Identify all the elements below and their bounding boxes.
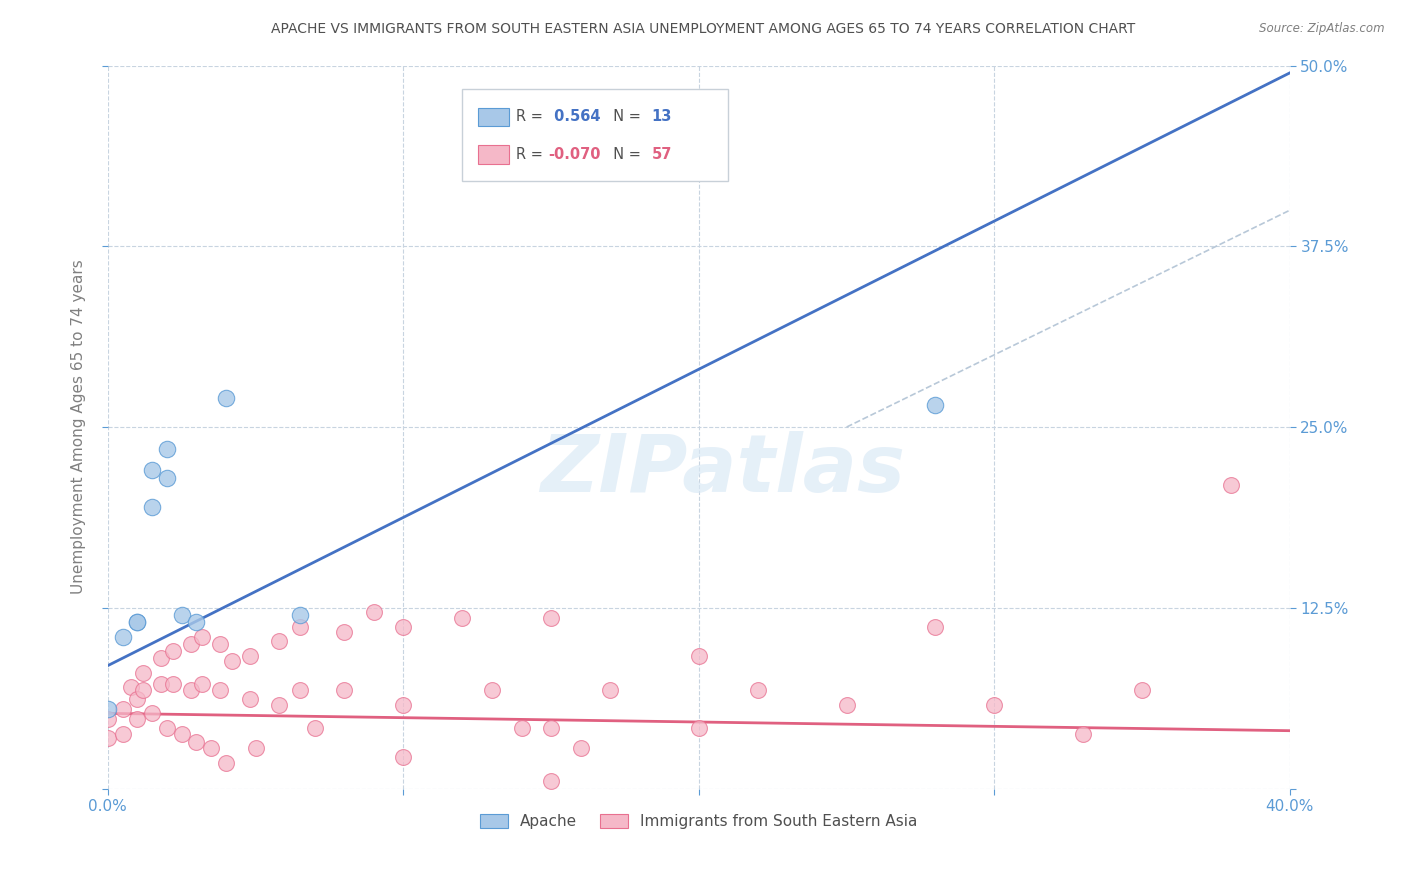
Point <box>97 712 120 726</box>
Legend: Apache, Immigrants from South Eastern Asia: Apache, Immigrants from South Eastern As… <box>474 808 924 835</box>
Point <box>288 607 311 622</box>
Point <box>363 605 385 619</box>
Point <box>191 630 214 644</box>
Text: R =: R = <box>516 110 547 125</box>
Point <box>392 698 415 712</box>
Point <box>97 702 120 716</box>
FancyBboxPatch shape <box>478 145 509 164</box>
Point <box>540 611 562 625</box>
Text: APACHE VS IMMIGRANTS FROM SOUTH EASTERN ASIA UNEMPLOYMENT AMONG AGES 65 TO 74 YE: APACHE VS IMMIGRANTS FROM SOUTH EASTERN … <box>271 22 1135 37</box>
Point <box>127 615 149 630</box>
Text: 13: 13 <box>651 110 672 125</box>
Point <box>1071 726 1094 740</box>
Point <box>111 630 134 644</box>
Point <box>333 625 356 640</box>
Point <box>127 712 149 726</box>
Point <box>1130 683 1153 698</box>
Point <box>97 731 120 745</box>
Point <box>127 615 149 630</box>
Point <box>688 721 710 735</box>
Point <box>835 698 858 712</box>
Point <box>127 692 149 706</box>
Point <box>288 683 311 698</box>
Point <box>141 500 163 514</box>
Point <box>156 721 179 735</box>
Point <box>209 637 232 651</box>
Point <box>688 648 710 663</box>
Point <box>209 683 232 698</box>
Point <box>510 721 533 735</box>
Y-axis label: Unemployment Among Ages 65 to 74 years: Unemployment Among Ages 65 to 74 years <box>72 260 86 594</box>
Point <box>269 698 291 712</box>
Point <box>170 726 193 740</box>
Point <box>392 619 415 633</box>
Text: N =: N = <box>605 147 645 162</box>
Text: 57: 57 <box>651 147 672 162</box>
Point <box>239 648 262 663</box>
Point <box>170 607 193 622</box>
Point <box>451 611 474 625</box>
Point <box>186 735 208 749</box>
Text: R =: R = <box>516 147 547 162</box>
Text: N =: N = <box>605 110 645 125</box>
Point <box>162 644 184 658</box>
Point <box>156 471 179 485</box>
Point <box>149 651 172 665</box>
Point <box>132 683 155 698</box>
Point <box>481 683 503 698</box>
Point <box>924 398 946 412</box>
Point <box>924 619 946 633</box>
Point <box>156 442 179 456</box>
Point <box>141 706 163 721</box>
Text: ZIPatlas: ZIPatlas <box>540 432 905 509</box>
Point <box>333 683 356 698</box>
Point <box>149 677 172 691</box>
Text: -0.070: -0.070 <box>548 147 602 162</box>
FancyBboxPatch shape <box>463 88 728 181</box>
Point <box>132 665 155 680</box>
Point <box>180 683 202 698</box>
Point <box>269 634 291 648</box>
Point <box>288 619 311 633</box>
Point <box>141 463 163 477</box>
Point <box>983 698 1005 712</box>
Point <box>180 637 202 651</box>
Point <box>540 774 562 789</box>
Text: 0.564: 0.564 <box>548 110 600 125</box>
Point <box>111 726 134 740</box>
FancyBboxPatch shape <box>478 108 509 127</box>
Point <box>215 391 238 405</box>
Point <box>1219 478 1241 492</box>
Point <box>392 749 415 764</box>
Point <box>120 681 142 695</box>
Point <box>200 741 222 756</box>
Point <box>162 677 184 691</box>
Point <box>245 741 267 756</box>
Point <box>569 741 592 756</box>
Point <box>191 677 214 691</box>
Point <box>304 721 326 735</box>
Text: Source: ZipAtlas.com: Source: ZipAtlas.com <box>1260 22 1385 36</box>
Point <box>239 692 262 706</box>
Point <box>599 683 621 698</box>
Point <box>747 683 769 698</box>
Point <box>215 756 238 770</box>
Point <box>221 654 243 668</box>
Point <box>540 721 562 735</box>
Point <box>186 615 208 630</box>
Point <box>111 702 134 716</box>
